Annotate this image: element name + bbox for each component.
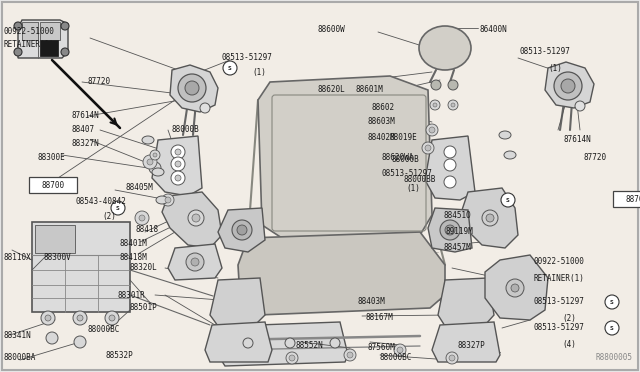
Polygon shape: [18, 20, 68, 58]
Text: 88301R: 88301R: [118, 291, 146, 299]
Circle shape: [448, 100, 458, 110]
Ellipse shape: [142, 136, 154, 144]
Circle shape: [445, 225, 455, 235]
Polygon shape: [152, 136, 202, 196]
Circle shape: [605, 321, 619, 335]
Ellipse shape: [152, 168, 164, 176]
Circle shape: [426, 124, 438, 136]
Circle shape: [188, 210, 204, 226]
Polygon shape: [22, 22, 38, 40]
Circle shape: [232, 220, 252, 240]
Circle shape: [451, 103, 455, 107]
Circle shape: [448, 80, 458, 90]
Polygon shape: [545, 62, 594, 108]
Polygon shape: [485, 255, 548, 320]
FancyBboxPatch shape: [35, 225, 75, 253]
Circle shape: [149, 162, 161, 174]
Text: 88019E: 88019E: [390, 134, 418, 142]
Text: 88000BB: 88000BB: [404, 176, 436, 185]
Circle shape: [237, 225, 247, 235]
Circle shape: [192, 214, 200, 222]
Text: 88603M: 88603M: [368, 118, 396, 126]
Text: 08513-51297: 08513-51297: [382, 170, 433, 179]
Circle shape: [394, 344, 406, 356]
Polygon shape: [462, 188, 518, 248]
Text: (2): (2): [102, 212, 116, 221]
Text: 88403M: 88403M: [358, 298, 386, 307]
Text: 08513-51297: 08513-51297: [534, 298, 585, 307]
Text: 00922-51000: 00922-51000: [534, 257, 585, 266]
Text: 88000B: 88000B: [392, 155, 420, 164]
Circle shape: [511, 284, 519, 292]
Circle shape: [191, 258, 199, 266]
Circle shape: [200, 103, 210, 113]
Polygon shape: [40, 22, 60, 40]
Text: 86400N: 86400N: [480, 26, 508, 35]
Circle shape: [175, 161, 181, 167]
Text: 87720: 87720: [88, 77, 111, 87]
Circle shape: [286, 352, 298, 364]
Text: 88110X: 88110X: [4, 253, 32, 263]
FancyBboxPatch shape: [29, 177, 77, 193]
Text: 88418M: 88418M: [120, 253, 148, 263]
Circle shape: [605, 295, 619, 309]
Polygon shape: [210, 278, 265, 326]
Circle shape: [41, 311, 55, 325]
Circle shape: [178, 74, 206, 102]
Circle shape: [429, 127, 435, 133]
Text: 88000BC: 88000BC: [380, 353, 412, 362]
Circle shape: [61, 22, 69, 30]
Text: (1): (1): [252, 67, 266, 77]
Circle shape: [440, 220, 460, 240]
Circle shape: [147, 159, 153, 165]
Polygon shape: [162, 192, 222, 248]
Text: (1): (1): [548, 64, 562, 73]
Circle shape: [109, 315, 115, 321]
Circle shape: [77, 315, 83, 321]
Polygon shape: [238, 232, 445, 315]
Text: 87560M: 87560M: [368, 343, 396, 353]
Text: 88327P: 88327P: [458, 340, 486, 350]
Text: 88341N: 88341N: [4, 331, 32, 340]
Polygon shape: [168, 244, 222, 280]
Circle shape: [185, 81, 199, 95]
Circle shape: [73, 311, 87, 325]
Circle shape: [344, 349, 356, 361]
Circle shape: [506, 279, 524, 297]
Circle shape: [575, 101, 585, 111]
Circle shape: [135, 211, 149, 225]
Circle shape: [554, 72, 582, 100]
Text: 88700: 88700: [42, 180, 65, 189]
Circle shape: [446, 352, 458, 364]
Text: 88407: 88407: [72, 125, 95, 135]
Text: RETAINER(1): RETAINER(1): [534, 273, 585, 282]
Text: 88418: 88418: [135, 225, 158, 234]
Circle shape: [74, 336, 86, 348]
Circle shape: [285, 338, 295, 348]
Circle shape: [171, 171, 185, 185]
FancyBboxPatch shape: [32, 222, 130, 312]
Circle shape: [105, 311, 119, 325]
Text: S: S: [116, 205, 120, 211]
Circle shape: [46, 332, 58, 344]
Text: 88300V: 88300V: [44, 253, 72, 263]
Circle shape: [175, 149, 181, 155]
Circle shape: [444, 176, 456, 188]
Circle shape: [171, 157, 185, 171]
Circle shape: [143, 155, 157, 169]
Text: 88700: 88700: [625, 195, 640, 203]
Text: 88620WA: 88620WA: [382, 154, 414, 163]
Text: 88000BA: 88000BA: [4, 353, 36, 362]
Circle shape: [289, 355, 295, 361]
Text: 00922-51000: 00922-51000: [4, 28, 55, 36]
Circle shape: [347, 352, 353, 358]
Circle shape: [561, 79, 575, 93]
Text: (2): (2): [562, 314, 576, 323]
Circle shape: [165, 197, 171, 203]
Circle shape: [139, 215, 145, 221]
Text: R8800005: R8800005: [595, 353, 632, 362]
Text: 87614N: 87614N: [72, 112, 100, 121]
Circle shape: [449, 355, 455, 361]
Text: 88300E: 88300E: [38, 154, 66, 163]
